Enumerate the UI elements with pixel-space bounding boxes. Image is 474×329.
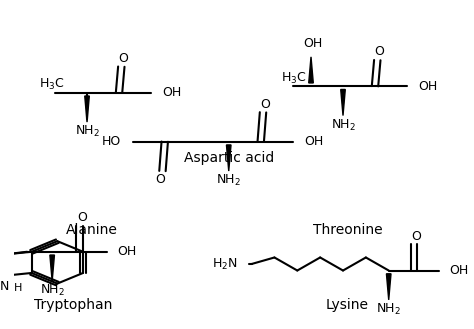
Text: OH: OH	[449, 264, 468, 277]
Text: OH: OH	[163, 86, 182, 99]
Text: N: N	[0, 280, 9, 292]
Polygon shape	[341, 89, 345, 115]
Text: Tryptophan: Tryptophan	[34, 298, 112, 312]
Text: H: H	[14, 283, 22, 293]
Text: Alanine: Alanine	[66, 223, 118, 237]
Text: O: O	[374, 45, 384, 59]
Polygon shape	[50, 255, 55, 281]
Text: H$_3$C: H$_3$C	[39, 77, 64, 92]
Polygon shape	[227, 145, 231, 171]
Polygon shape	[309, 57, 313, 83]
Text: O: O	[260, 98, 270, 111]
Text: NH$_2$: NH$_2$	[74, 124, 100, 139]
Text: OH: OH	[419, 80, 438, 93]
Text: NH$_2$: NH$_2$	[216, 173, 241, 189]
Text: OH: OH	[304, 135, 323, 148]
Text: NH$_2$: NH$_2$	[376, 302, 401, 317]
Text: O: O	[411, 230, 421, 243]
Text: NH$_2$: NH$_2$	[330, 118, 356, 133]
Text: Threonine: Threonine	[313, 223, 383, 237]
Text: OH: OH	[304, 37, 323, 50]
Text: OH: OH	[117, 245, 137, 258]
Text: O: O	[77, 211, 87, 224]
Text: Aspartic acid: Aspartic acid	[183, 151, 274, 165]
Polygon shape	[386, 274, 391, 300]
Text: NH$_2$: NH$_2$	[40, 283, 64, 298]
Text: Lysine: Lysine	[326, 298, 369, 312]
Text: HO: HO	[102, 135, 121, 148]
Text: O: O	[155, 173, 165, 186]
Text: H$_3$C: H$_3$C	[281, 70, 307, 86]
Text: H$_2$N: H$_2$N	[212, 256, 238, 271]
Text: O: O	[118, 52, 128, 65]
Polygon shape	[85, 96, 89, 122]
